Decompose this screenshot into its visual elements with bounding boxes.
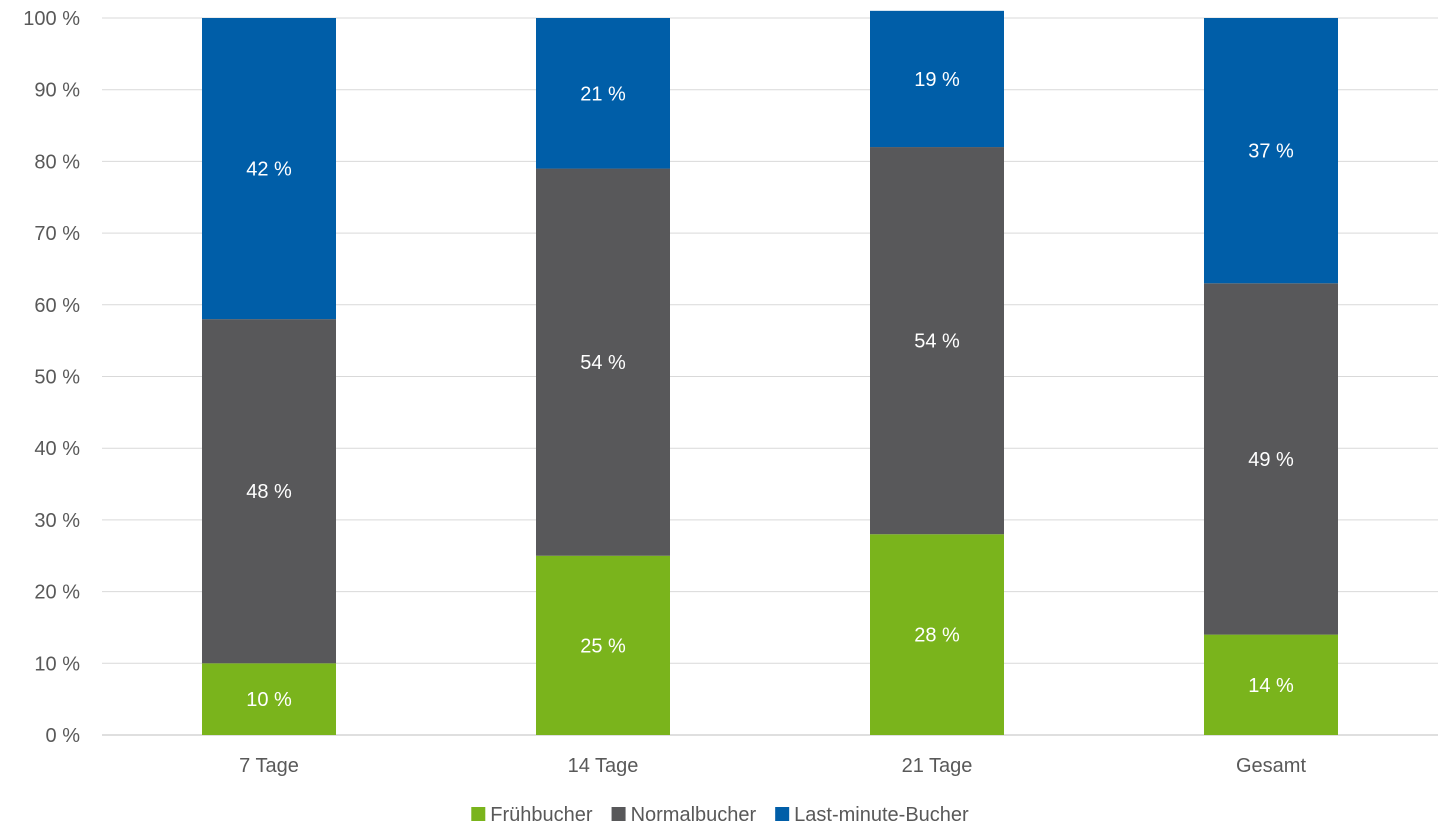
bar-segment [202, 319, 336, 664]
y-tick-label: 40 % [34, 438, 80, 460]
bar-segment [202, 18, 336, 320]
bars [202, 10, 1338, 735]
y-tick-label: 60 % [34, 295, 80, 317]
y-tick-label: 100 % [23, 8, 80, 30]
data-label: 48 % [246, 481, 292, 503]
x-tick-label: 21 Tage [902, 755, 973, 777]
data-label: 54 % [580, 352, 626, 374]
bar-segment [870, 147, 1004, 535]
data-label: 42 % [246, 159, 292, 181]
bar-segment [536, 168, 670, 556]
y-tick-label: 20 % [34, 582, 80, 604]
data-label: 10 % [246, 689, 292, 711]
legend-swatch [471, 807, 486, 821]
x-tick-label: 14 Tage [568, 755, 639, 777]
data-label: 28 % [914, 625, 960, 647]
data-label: 14 % [1248, 675, 1294, 697]
y-tick-label: 80 % [34, 151, 80, 173]
bar-segment [536, 18, 670, 169]
x-tick-label: Gesamt [1236, 755, 1306, 777]
data-label: 49 % [1248, 449, 1294, 471]
x-axis-ticks: 7 Tage 14 Tage 21 Tage Gesamt [239, 755, 1306, 777]
legend-label: Last-minute-Bucher [794, 804, 969, 825]
y-tick-label: 30 % [34, 510, 80, 532]
y-axis-ticks: 0 % 10 % 20 % 30 % 40 % 50 % 60 % 70 % 80 % 90 % 1… [23, 8, 80, 747]
legend-swatch [611, 807, 626, 821]
y-tick-label: 70 % [34, 223, 80, 245]
data-label: 25 % [580, 635, 626, 657]
data-label: 21 % [580, 83, 626, 105]
y-tick-label: 10 % [34, 653, 80, 675]
bar-segment [870, 10, 1004, 148]
data-label: 37 % [1248, 141, 1294, 163]
bar-segment [202, 663, 336, 735]
data-labels: 10 % 48 % 42 % 25 % 54 % 21 % 28 % 54 % 19 % 14 %… [246, 69, 1294, 711]
data-label: 19 % [914, 69, 960, 91]
bar-segment [870, 534, 1004, 735]
bar-segment [1204, 283, 1338, 635]
y-tick-label: 50 % [34, 367, 80, 389]
legend-label: Frühbucher [490, 804, 593, 825]
legend-swatch [775, 807, 790, 821]
legend-label: Normalbucher [631, 804, 757, 825]
bar-segment [1204, 18, 1338, 284]
bar-segment [536, 555, 670, 735]
y-tick-label: 90 % [34, 80, 80, 102]
bar-segment [1204, 634, 1338, 735]
y-tick-label: 0 % [46, 725, 81, 747]
legend: Frühbucher Normalbucher Last-minute-Bucher [471, 804, 969, 826]
data-label: 54 % [914, 331, 960, 353]
x-tick-label: 7 Tage [239, 755, 299, 777]
